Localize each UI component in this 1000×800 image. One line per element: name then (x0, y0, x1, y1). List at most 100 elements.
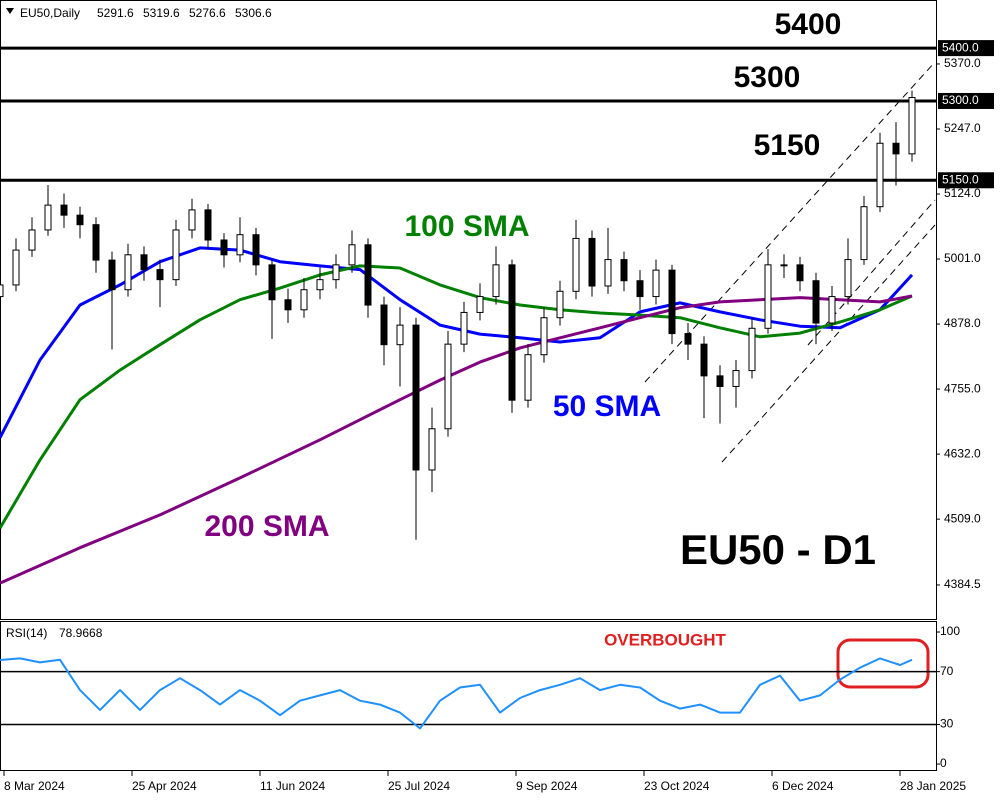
y-tick-label: 4384.5 (944, 577, 981, 591)
rsi-tick-label: 30 (940, 717, 954, 731)
candle-body (108, 259, 116, 291)
x-tick-label: 9 Sep 2024 (516, 779, 578, 793)
x-tick-label: 25 Jul 2024 (388, 779, 450, 793)
candle-body (204, 209, 212, 241)
rsi-tick-label: 100 (940, 624, 960, 638)
candle-body (572, 237, 580, 292)
candle-body (796, 264, 804, 282)
candle-body (732, 370, 740, 387)
overbought-label: OVERBOUGHT (604, 630, 726, 649)
x-tick-label: 8 Mar 2024 (4, 779, 65, 793)
candle-body (460, 311, 468, 345)
candle-body (748, 327, 756, 372)
candle-body (620, 259, 628, 282)
level-annotation: 5150 (754, 129, 821, 162)
candle-body (556, 290, 564, 319)
x-tick-label: 23 Oct 2024 (644, 779, 710, 793)
rsi-tick-label: 70 (940, 664, 954, 678)
header-open: 5291.6 (97, 6, 134, 20)
candle-body (844, 259, 852, 298)
candle-body (876, 142, 884, 208)
channel-line (807, 199, 936, 346)
sma-label: 200 SMA (204, 510, 329, 543)
sma-label: 100 SMA (404, 210, 529, 243)
candle-body (188, 209, 196, 231)
y-tick-label: 5124.0 (944, 186, 981, 200)
header-close: 5306.6 (235, 6, 272, 20)
candle-body (508, 264, 516, 401)
plot-layer: 5370.0 5247.0 5124.0 5001.0 4878.0 4755.0 4632… (0, 40, 994, 793)
candle-body (44, 204, 52, 231)
rsi-pane-frame (0, 621, 937, 771)
level-annotation: 5300 (734, 61, 801, 94)
rsi-value: 78.9668 (59, 626, 103, 640)
candle-body (476, 296, 484, 313)
level-label: 5400.0 (942, 40, 979, 54)
candle-body (348, 244, 356, 266)
candle-body (588, 237, 596, 287)
candle-body (716, 375, 724, 387)
header-high: 5319.6 (143, 6, 180, 20)
candle-body (220, 239, 228, 256)
level-label: 5300.0 (942, 93, 979, 107)
rsi-name: RSI(14) (6, 626, 47, 640)
header-low: 5276.6 (189, 6, 226, 20)
chart-title: EU50 - D1 (680, 526, 876, 573)
candle-body (172, 229, 180, 281)
candle-body (492, 264, 500, 298)
candle-body (828, 296, 836, 324)
sma-label: 50 SMA (553, 390, 661, 423)
moving-average (0, 294, 913, 585)
candle-body (444, 343, 452, 430)
x-tick-label: 25 Apr 2024 (132, 779, 197, 793)
candle-body (364, 244, 372, 306)
candle-body (28, 229, 36, 251)
moving-average (0, 264, 913, 529)
candle-body (252, 234, 260, 266)
candle-body (604, 259, 612, 287)
candle-body (412, 324, 420, 471)
y-tick-label: 5001.0 (944, 251, 981, 265)
candle-body (332, 264, 340, 281)
candle-body (652, 269, 660, 298)
y-tick-label: 4509.0 (944, 511, 981, 525)
candle-body (316, 279, 324, 291)
channel-line (721, 224, 936, 463)
candle-body (668, 269, 676, 335)
candle-body (236, 234, 244, 256)
candle-body (140, 254, 148, 271)
candle-body (860, 206, 868, 261)
candle-body (156, 269, 164, 281)
candle-body (428, 428, 436, 471)
level-label-box (938, 172, 994, 189)
x-tick-label: 11 Jun 2024 (260, 779, 325, 793)
candle-body (92, 224, 100, 261)
candle-body (396, 324, 404, 346)
candle-body (60, 204, 68, 216)
candle-body (908, 96, 916, 155)
candle-body (284, 299, 292, 311)
candle-body (0, 284, 4, 298)
x-tick-label: 6 Dec 2024 (772, 779, 834, 793)
candle-body (12, 249, 20, 286)
candle-body (76, 214, 84, 226)
candle-body (380, 304, 388, 346)
candle-body (812, 280, 820, 324)
rsi-line (0, 657, 913, 730)
channel-lines (644, 61, 936, 463)
overbought-highlight (836, 638, 930, 689)
x-tick-label: 28 Jan 2025 (900, 779, 966, 793)
candle-body (300, 289, 308, 311)
candle-body (524, 354, 532, 401)
candle-body (540, 317, 548, 356)
level-label: 5150.0 (942, 172, 979, 186)
y-tick-label: 4755.0 (944, 381, 981, 395)
level-label-box (938, 40, 994, 57)
y-tick-label: 4878.0 (944, 316, 981, 330)
header-symbol: EU50,Daily (20, 6, 80, 20)
menu-triangle (6, 8, 14, 14)
level-label-box (938, 92, 994, 109)
